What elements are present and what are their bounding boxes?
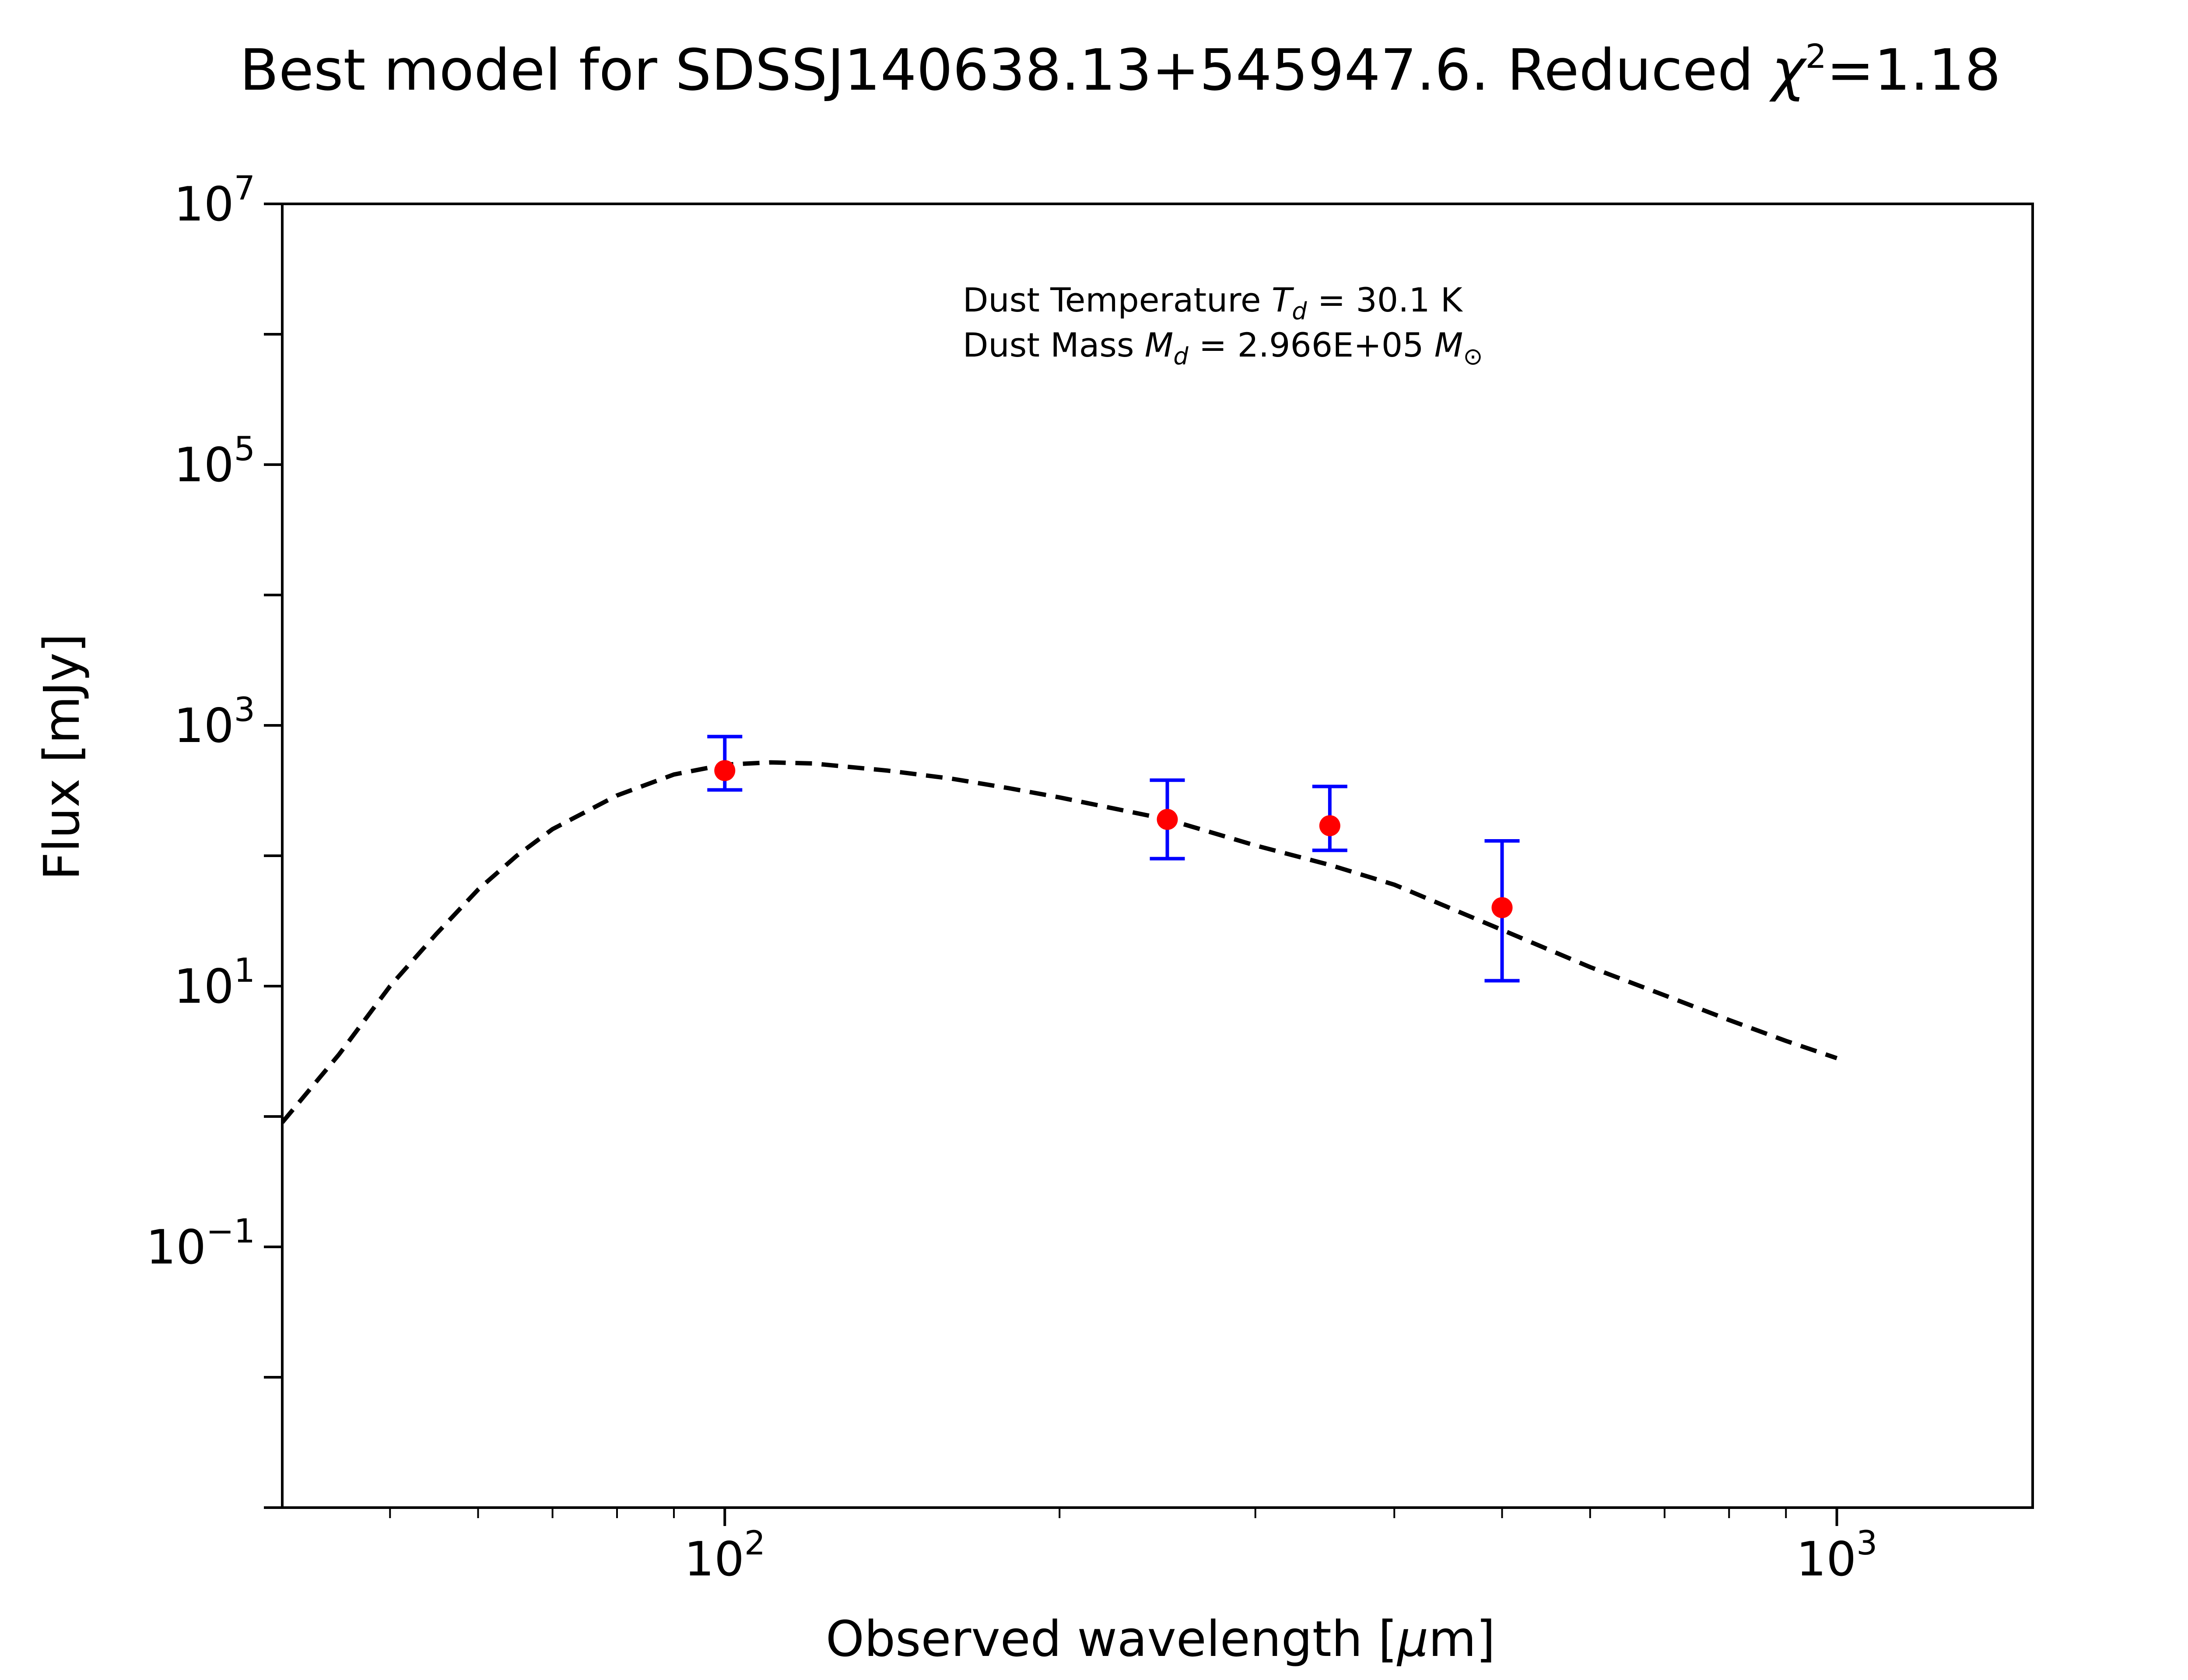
y-tick-label: 103 xyxy=(174,690,255,753)
x-tick-label: 103 xyxy=(1796,1523,1878,1587)
data-point xyxy=(714,760,736,781)
y-tick-label: 10−1 xyxy=(146,1211,255,1275)
data-point xyxy=(1157,808,1178,830)
data-point xyxy=(1491,897,1513,918)
y-tick-label: 105 xyxy=(174,429,255,493)
plot-area xyxy=(281,203,2034,1509)
observation-layer xyxy=(707,735,1520,983)
y-tick-label: 101 xyxy=(174,951,255,1014)
y-ticks: 10−1 101 103 105 107 xyxy=(146,168,282,1509)
data-point xyxy=(1319,815,1340,836)
x-ticks: 102 103 xyxy=(389,1508,1878,1587)
model-curve-layer xyxy=(282,760,1838,1124)
annotation-dust-temperature: Dust Temperature Td = 30.1 K xyxy=(963,280,1463,325)
x-tick-label: 102 xyxy=(684,1523,765,1587)
x-axis-label: Observed wavelength [μm] xyxy=(826,1611,1495,1668)
annotation-dust-mass: Dust Mass Md = 2.966E+05 M⊙ xyxy=(963,326,1483,370)
model-curve xyxy=(282,760,1838,1124)
y-tick-label: 107 xyxy=(174,168,255,232)
y-axis-label: Flux [mJy] xyxy=(34,634,91,880)
chart-title: Best model for SDSSJ140638.13+545947.6. … xyxy=(240,37,2001,103)
